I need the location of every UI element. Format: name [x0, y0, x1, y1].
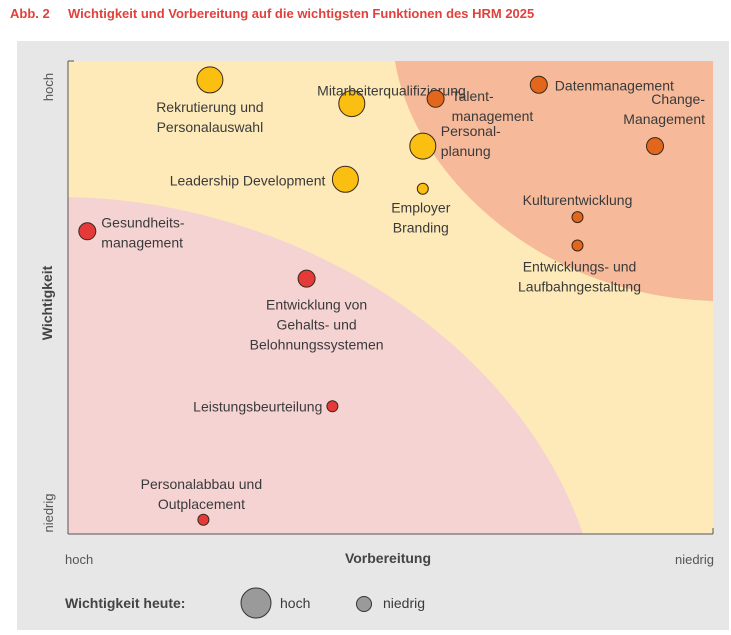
legend-label-niedrig: niedrig [383, 595, 425, 611]
data-point-label-line: management [101, 234, 183, 250]
data-point-label-line: Belohnungssystemen [250, 337, 384, 353]
data-point-label-line: management [452, 108, 534, 124]
data-point-label: Entwicklung von Gehalts- und Belohnungssys… [250, 297, 384, 353]
x-axis-title: Vorbereitung [345, 550, 431, 566]
data-point-label-line: Kulturentwicklung [523, 192, 633, 208]
data-point-label-line: Entwicklung von [266, 297, 367, 313]
data-point-label: Personal-planung [441, 123, 501, 159]
data-point-label-line: planung [441, 143, 491, 159]
x-axis-high-label: hoch [65, 552, 93, 567]
data-point-label-line: Branding [393, 220, 449, 236]
data-point-marker [529, 75, 548, 94]
data-point-label: Employer Branding [391, 200, 450, 236]
data-point-label-line: Employer [391, 200, 450, 216]
data-point-label: Gesundheits-management [101, 214, 185, 250]
data-point-label-line: Gehalts- und [277, 317, 357, 333]
figure-title: Abb. 2 Wichtigkeit und Vorbereitung auf d… [10, 6, 534, 21]
data-point-marker [297, 269, 316, 288]
data-point-label-line: Rekrutierung und [156, 99, 263, 115]
data-point-label-line: Personalauswahl [157, 119, 264, 135]
data-point-label-line: Gesundheits- [101, 214, 185, 230]
data-point-label: Kulturentwicklung [523, 192, 633, 208]
data-point-label-line: Outplacement [158, 496, 245, 512]
legend-title: Wichtigkeit heute: [65, 595, 185, 611]
data-point-label: Rekrutierung und Personalauswahl [156, 99, 263, 135]
data-point-label-line: Leadership Development [170, 172, 326, 188]
data-point-marker [338, 90, 366, 118]
zone-orange [395, 61, 713, 301]
data-point-marker [326, 400, 339, 413]
data-point-label: Datenmanagement [555, 78, 674, 94]
y-axis-title: Wichtigkeit [39, 265, 55, 340]
data-point-label: Leistungsbeurteilung [193, 398, 322, 414]
y-axis-high-label: hoch [41, 73, 56, 101]
data-point-label: Change- Management [623, 91, 705, 127]
legend-marker-hoch [240, 587, 272, 619]
data-point-label-line: Personalabbau und [141, 476, 262, 492]
legend-label-hoch: hoch [280, 595, 310, 611]
x-axis-low-label: niedrig [675, 552, 714, 567]
y-axis-low-label: niedrig [41, 493, 56, 532]
data-point-marker [331, 165, 359, 193]
figure-number: Abb. 2 [10, 6, 50, 21]
data-point-label: Talent-management [452, 88, 534, 124]
data-point-label-line: Entwicklungs- und [523, 259, 637, 275]
background-zones [68, 61, 713, 534]
data-point-marker [416, 182, 429, 195]
data-point-marker [78, 222, 97, 241]
data-point-marker [197, 513, 210, 526]
data-point-marker [571, 211, 584, 224]
data-point-label-line: Laufbahngestaltung [518, 279, 641, 295]
data-point-label-line: Personal- [441, 123, 501, 139]
data-point-marker [409, 132, 437, 160]
data-points: Rekrutierung und PersonalauswahlMitarbeit… [78, 66, 705, 526]
data-point-marker [426, 89, 445, 108]
data-point-label-line: Change- [651, 91, 705, 107]
data-point-label: Personalabbau und Outplacement [141, 476, 262, 512]
legend: Wichtigkeit heute: hoch niedrig [65, 587, 425, 619]
data-point-marker [571, 239, 584, 252]
scatter-chart: hoch niedrig Wichtigkeit hoch niedrig Vo… [39, 60, 714, 619]
data-point-label-line: Management [623, 111, 705, 127]
legend-marker-niedrig [356, 596, 372, 612]
figure-title-text: Wichtigkeit und Vorbereitung auf die wic… [68, 6, 535, 21]
data-point-marker [196, 66, 224, 94]
zone-red [68, 197, 583, 534]
data-point-marker [646, 137, 664, 156]
data-point-label-line: Leistungsbeurteilung [193, 398, 322, 414]
data-point-label-line: Datenmanagement [555, 78, 674, 94]
data-point-label: Entwicklungs- und Laufbahngestaltung [518, 259, 641, 295]
data-point-label: Leadership Development [170, 172, 326, 188]
data-point-label-line: Talent- [452, 88, 494, 104]
